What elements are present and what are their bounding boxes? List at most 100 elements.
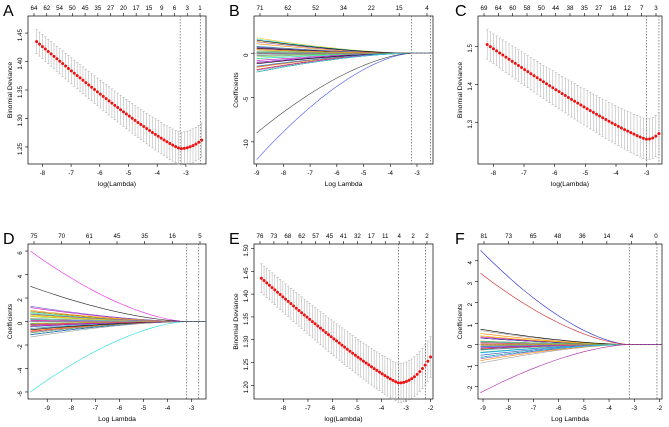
deviance-point bbox=[148, 129, 152, 133]
deviance-point bbox=[275, 290, 279, 294]
deviance-point bbox=[566, 95, 570, 99]
deviance-point bbox=[504, 55, 508, 59]
top-tick-label: 45 bbox=[82, 5, 89, 12]
top-tick-label: 48 bbox=[554, 233, 561, 240]
deviance-point bbox=[87, 83, 91, 87]
deviance-point bbox=[598, 114, 602, 118]
deviance-point bbox=[308, 317, 312, 321]
deviance-point bbox=[340, 343, 344, 347]
top-tick-label: 44 bbox=[552, 5, 559, 12]
plot-frame bbox=[253, 15, 434, 165]
deviance-point bbox=[601, 116, 605, 120]
deviance-point bbox=[121, 110, 125, 114]
deviance-point bbox=[127, 114, 131, 118]
x-axis-title: log(Lambda) bbox=[324, 416, 362, 423]
top-tick-label: 64 bbox=[495, 5, 502, 12]
deviance-point bbox=[286, 299, 290, 303]
y-tick-label: 1.30 bbox=[243, 335, 250, 348]
deviance-point bbox=[520, 66, 524, 70]
top-tick-label: 17 bbox=[133, 5, 140, 12]
deviance-point bbox=[188, 145, 192, 149]
deviance-point bbox=[84, 81, 88, 85]
deviance-point bbox=[332, 337, 336, 341]
coefficient-path-outlier bbox=[30, 321, 206, 393]
top-tick-label: 73 bbox=[270, 233, 277, 240]
y-tick-label: 0 bbox=[467, 344, 474, 348]
deviance-point bbox=[485, 42, 489, 46]
deviance-point bbox=[557, 90, 561, 94]
top-tick-label: 34 bbox=[340, 5, 347, 12]
deviance-point bbox=[394, 380, 398, 384]
deviance-point bbox=[182, 146, 186, 150]
y-tick-label: 1.45 bbox=[17, 28, 24, 41]
deviance-point bbox=[632, 132, 636, 136]
deviance-point bbox=[75, 74, 79, 78]
coefficient-path bbox=[30, 313, 206, 322]
deviance-point bbox=[168, 141, 172, 145]
x-axis-title: Log Lambda bbox=[98, 416, 136, 423]
deviance-point bbox=[46, 49, 50, 53]
deviance-point bbox=[495, 49, 499, 53]
deviance-point bbox=[353, 353, 357, 357]
deviance-point bbox=[329, 335, 333, 339]
deviance-point bbox=[641, 136, 645, 140]
top-tick-label: 45 bbox=[114, 233, 121, 240]
deviance-point bbox=[488, 45, 492, 49]
deviance-point bbox=[52, 54, 56, 58]
deviance-point bbox=[369, 365, 373, 369]
top-tick-label: 50 bbox=[538, 5, 545, 12]
deviance-point bbox=[560, 92, 564, 96]
top-tick-label: 64 bbox=[31, 5, 38, 12]
top-tick-label: 57 bbox=[312, 233, 319, 240]
deviance-point bbox=[404, 380, 408, 384]
top-tick-label: 65 bbox=[530, 233, 537, 240]
y-tick-label: -10 bbox=[243, 139, 250, 149]
deviance-point bbox=[49, 52, 53, 56]
panel-label: D bbox=[3, 231, 15, 248]
deviance-point bbox=[529, 72, 533, 76]
x-tick-label: -7 bbox=[305, 405, 311, 412]
top-tick-label: 81 bbox=[481, 233, 488, 240]
deviance-point bbox=[635, 134, 639, 138]
deviance-point bbox=[570, 97, 574, 101]
x-tick-label: -4 bbox=[613, 170, 619, 177]
deviance-point bbox=[498, 51, 502, 55]
deviance-point bbox=[281, 295, 285, 299]
deviance-point bbox=[361, 359, 365, 363]
deviance-point bbox=[579, 103, 583, 107]
coefficient-path-outlier bbox=[30, 250, 206, 322]
deviance-point bbox=[139, 123, 143, 127]
panel-b: B -9 -8 -7 -6 -5 -4 -3 -10 -5 0 71 62 52 34 22 15 4 Log La… bbox=[229, 3, 434, 188]
deviance-point bbox=[554, 88, 558, 92]
x-tick-label: -7 bbox=[307, 170, 313, 177]
deviance-point bbox=[297, 308, 301, 312]
top-tick-label: 70 bbox=[58, 233, 65, 240]
top-tick-label: 15 bbox=[396, 5, 403, 12]
coefficient-path bbox=[480, 340, 662, 345]
top-tick-label: 5 bbox=[198, 233, 202, 240]
deviance-point bbox=[345, 347, 349, 351]
top-tick-label: 68 bbox=[284, 233, 291, 240]
deviance-point bbox=[113, 103, 117, 107]
x-tick-label: -4 bbox=[387, 170, 393, 177]
panel-label: F bbox=[455, 231, 465, 248]
x-tick-label: -8 bbox=[69, 405, 75, 412]
deviance-point bbox=[523, 68, 527, 72]
top-tick-label: 3 bbox=[654, 5, 658, 12]
deviance-point bbox=[644, 137, 648, 141]
top-tick-label: 62 bbox=[298, 233, 305, 240]
top-tick-label: 11 bbox=[382, 233, 389, 240]
y-tick-label: 4 bbox=[467, 260, 474, 264]
panel-label: E bbox=[229, 231, 240, 248]
deviance-point bbox=[300, 311, 304, 315]
deviance-point bbox=[185, 146, 189, 150]
deviance-point bbox=[191, 144, 195, 148]
x-tick-label: -9 bbox=[254, 170, 260, 177]
deviance-point bbox=[541, 80, 545, 84]
panel-label: B bbox=[229, 3, 240, 20]
y-tick-label: 6 bbox=[17, 251, 24, 255]
plot-frame bbox=[27, 15, 207, 165]
top-tick-label: 7 bbox=[640, 5, 644, 12]
y-tick-label: 1 bbox=[467, 323, 474, 327]
deviance-point bbox=[179, 147, 183, 151]
